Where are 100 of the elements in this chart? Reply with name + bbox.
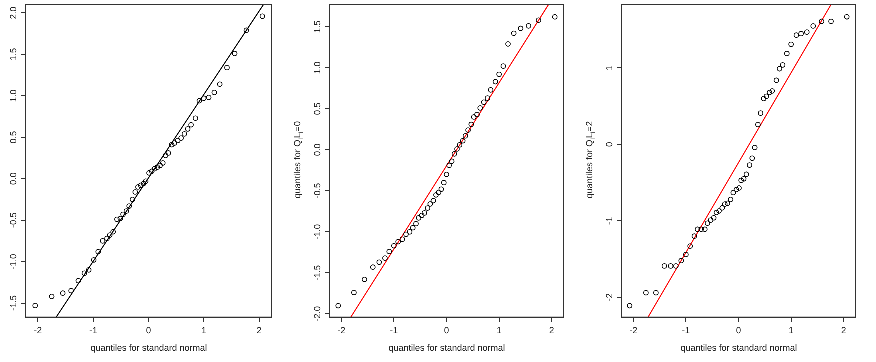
y-tick-label: -1.5 bbox=[8, 296, 18, 312]
point bbox=[146, 170, 152, 176]
point bbox=[336, 303, 342, 309]
point bbox=[428, 201, 434, 207]
point bbox=[441, 180, 447, 186]
point bbox=[96, 249, 102, 255]
x-tick-label: -1 bbox=[390, 325, 398, 336]
point bbox=[758, 110, 764, 116]
point bbox=[104, 236, 110, 242]
point bbox=[149, 168, 155, 174]
y-tick-label: 1.5 bbox=[312, 20, 322, 34]
point bbox=[425, 206, 431, 211]
y-tick-label: -1.5 bbox=[312, 265, 322, 281]
point bbox=[698, 226, 704, 232]
point bbox=[182, 131, 188, 137]
x-tick-label: -2 bbox=[630, 325, 638, 336]
x-tick-label: -2 bbox=[338, 325, 346, 336]
x-axis-title: quantiles for standard normal bbox=[680, 343, 798, 354]
point bbox=[32, 303, 38, 308]
point bbox=[788, 42, 794, 48]
point bbox=[169, 142, 175, 148]
point bbox=[206, 94, 212, 100]
point bbox=[118, 216, 124, 222]
point bbox=[755, 122, 761, 128]
point bbox=[444, 172, 450, 178]
point bbox=[552, 14, 558, 20]
point bbox=[376, 260, 382, 266]
point bbox=[163, 153, 169, 158]
point bbox=[798, 31, 804, 37]
point bbox=[460, 138, 466, 144]
point bbox=[362, 276, 368, 282]
x-tick-label: -1 bbox=[89, 325, 98, 336]
y-tick-label: -2.0 bbox=[312, 306, 322, 322]
point bbox=[752, 145, 758, 150]
point bbox=[653, 290, 659, 296]
point bbox=[185, 126, 191, 132]
point bbox=[217, 82, 223, 88]
point bbox=[201, 96, 207, 102]
point bbox=[750, 156, 756, 162]
y-tick-label: 1.5 bbox=[8, 48, 18, 61]
point bbox=[232, 51, 238, 56]
x-tick-label: 1 bbox=[788, 325, 794, 336]
point bbox=[260, 14, 266, 20]
point bbox=[107, 232, 113, 238]
x-tick-label: 0 bbox=[444, 325, 450, 336]
x-tick-label: 1 bbox=[201, 325, 207, 336]
point bbox=[124, 208, 130, 214]
point bbox=[404, 232, 409, 238]
point bbox=[188, 122, 194, 128]
point bbox=[722, 202, 728, 207]
y-tick-label: 2.0 bbox=[8, 6, 18, 20]
x-axis-title: quantiles for standard normal bbox=[388, 343, 506, 354]
y-tick-label: 0.5 bbox=[8, 131, 18, 144]
point bbox=[449, 158, 455, 164]
point bbox=[436, 190, 442, 196]
point bbox=[462, 133, 468, 139]
x-tick-label: 1 bbox=[496, 325, 502, 336]
point bbox=[244, 28, 250, 34]
point bbox=[110, 229, 116, 235]
point bbox=[178, 136, 184, 141]
point bbox=[711, 215, 717, 221]
point bbox=[810, 24, 816, 29]
point bbox=[132, 189, 138, 195]
point bbox=[193, 116, 198, 122]
point bbox=[160, 160, 166, 166]
point bbox=[138, 182, 144, 188]
point bbox=[705, 220, 710, 226]
point bbox=[488, 87, 494, 93]
point bbox=[744, 172, 750, 178]
point bbox=[166, 150, 172, 156]
point bbox=[668, 263, 674, 269]
point bbox=[485, 96, 490, 102]
point bbox=[720, 205, 726, 211]
point bbox=[49, 294, 55, 300]
point bbox=[518, 26, 524, 32]
point bbox=[780, 62, 786, 68]
point bbox=[120, 212, 126, 218]
x-tick-label: 2 bbox=[841, 325, 846, 336]
point bbox=[728, 196, 734, 202]
point bbox=[716, 208, 722, 214]
y-tick-label: 0.5 bbox=[312, 102, 322, 116]
point bbox=[434, 192, 439, 198]
point bbox=[794, 32, 800, 38]
point bbox=[506, 41, 511, 47]
point bbox=[819, 18, 825, 24]
x-tick-label: -2 bbox=[34, 325, 42, 336]
point bbox=[695, 226, 700, 232]
point bbox=[478, 105, 484, 111]
point bbox=[683, 252, 689, 258]
point bbox=[452, 151, 458, 157]
point bbox=[492, 79, 498, 85]
point bbox=[68, 288, 74, 294]
point bbox=[678, 258, 684, 264]
point bbox=[152, 166, 158, 172]
point bbox=[692, 234, 698, 240]
point bbox=[734, 187, 740, 192]
point bbox=[126, 204, 132, 209]
y-tick-label: 0.0 bbox=[312, 144, 322, 156]
point bbox=[536, 18, 542, 24]
point bbox=[526, 23, 532, 29]
